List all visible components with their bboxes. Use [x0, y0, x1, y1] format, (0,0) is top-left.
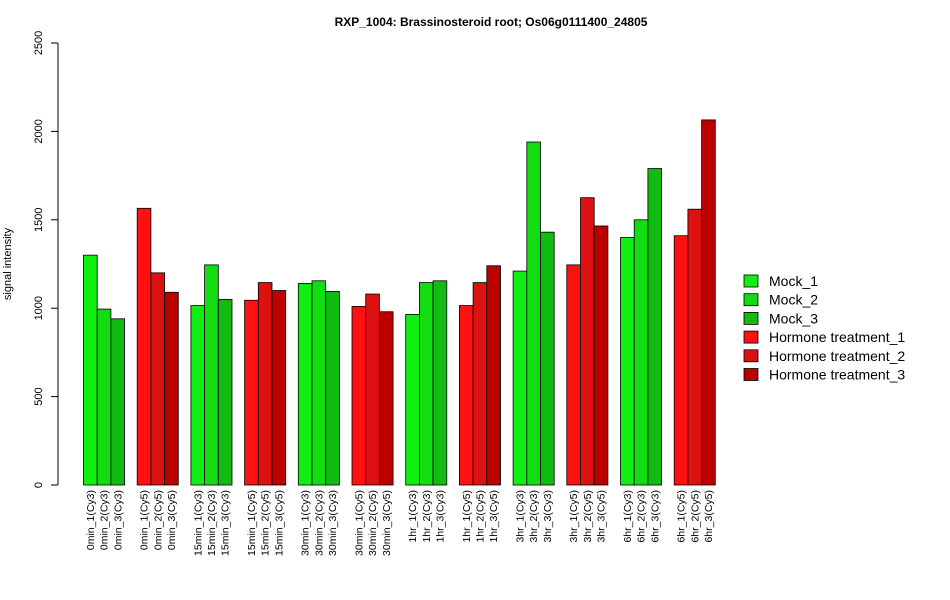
bar	[297, 283, 313, 486]
bar	[257, 282, 273, 486]
bar	[136, 207, 152, 486]
x-tick-label: 15min_1(Cy5)	[246, 490, 258, 556]
x-tick-label: 1hr_3(Cy5)	[488, 490, 500, 543]
chart-title: RXP_1004: Brassinosteroid root; Os06g011…	[335, 15, 648, 29]
x-tick-label: 0min_3(Cy5)	[166, 490, 178, 550]
legend-label: Mock_1	[769, 273, 818, 289]
x-tick-label: 6hr_2(Cy3)	[636, 490, 648, 543]
bar	[365, 293, 380, 486]
y-tick-label: 0	[33, 482, 45, 488]
legend-swatch	[743, 274, 759, 288]
bar	[620, 237, 635, 486]
x-tick-label: 3hr_1(Cy3)	[514, 490, 526, 543]
legend-label: Mock_2	[769, 292, 818, 308]
x-tick-label: 3hr_2(Cy3)	[528, 490, 540, 543]
y-tick-label: 1000	[33, 296, 45, 320]
x-tick-label: 15min_1(Cy3)	[192, 490, 204, 556]
y-tick-label: 1500	[33, 208, 45, 232]
bar	[96, 308, 112, 486]
legend: Mock_1 Mock_2 Mock_3 Hormone treatment_1 Hor…	[743, 273, 905, 383]
x-tick-label: 1hr_2(Cy5)	[474, 490, 486, 543]
bar	[633, 219, 649, 486]
x-tick-label: 15min_2(Cy5)	[260, 490, 272, 556]
legend-label: Mock_3	[769, 310, 818, 326]
x-tick-label: 1hr_2(Cy3)	[421, 490, 433, 543]
x-tick-label: 15min_2(Cy3)	[206, 490, 218, 556]
x-tick-label: 30min_1(Cy3)	[300, 490, 312, 556]
x-tick-label: 15min_3(Cy3)	[220, 490, 232, 556]
legend-swatch	[743, 368, 759, 381]
bar	[405, 313, 420, 486]
legend-swatch	[743, 293, 759, 307]
x-tick-label: 1hr_1(Cy3)	[407, 490, 419, 543]
bar	[83, 254, 98, 486]
bar	[647, 168, 663, 486]
bar	[378, 311, 394, 486]
x-tick-label: 6hr_3(Cy3)	[649, 490, 661, 543]
x-tick-label: 0min_3(Cy3)	[112, 490, 124, 550]
bar	[325, 291, 340, 486]
x-tick-label: 30min_2(Cy5)	[367, 490, 379, 556]
y-tick-label: 2000	[33, 119, 45, 143]
legend-label: Hormone treatment_2	[769, 348, 905, 364]
x-tick-label: 1hr_3(Cy3)	[434, 490, 446, 543]
bar	[593, 225, 609, 486]
bar	[351, 306, 367, 486]
bar	[244, 299, 259, 486]
x-tick-label: 30min_2(Cy3)	[313, 490, 325, 556]
x-tick-label: 0min_2(Cy3)	[99, 490, 111, 550]
bar	[512, 270, 528, 486]
bar	[566, 264, 581, 486]
x-tick-label: 15min_3(Cy5)	[273, 490, 285, 556]
legend-swatch	[743, 349, 759, 363]
x-tick-label: 0min_1(Cy5)	[139, 490, 151, 550]
x-tick-label: 3hr_3(Cy3)	[542, 490, 554, 543]
bar	[526, 141, 541, 486]
legend-swatch	[743, 330, 759, 344]
x-tick-label: 30min_3(Cy3)	[327, 490, 339, 556]
x-tick-label: 6hr_3(Cy5)	[703, 490, 715, 543]
y-tick-label: 500	[33, 387, 45, 405]
bar	[418, 282, 434, 486]
bar	[432, 280, 448, 486]
y-axis-label: signal intensity	[2, 227, 14, 300]
bar	[164, 291, 179, 486]
legend-label: Hormone treatment_3	[769, 367, 905, 383]
bar	[472, 282, 488, 486]
bar	[311, 280, 327, 486]
bar	[217, 298, 233, 486]
x-tick-labels: 0min_1(Cy3) 0min_2(Cy3) 0min_3(Cy3) 0min_1(…	[85, 490, 715, 556]
bar	[190, 305, 205, 486]
y-tick-label: 2500	[33, 31, 45, 55]
x-tick-label: 30min_3(Cy5)	[381, 490, 393, 556]
bar	[580, 197, 595, 486]
bar	[540, 231, 555, 486]
x-tick-label: 6hr_2(Cy5)	[689, 490, 701, 543]
x-tick-label: 1hr_1(Cy5)	[461, 490, 473, 543]
x-tick-label: 0min_2(Cy5)	[152, 490, 164, 550]
bar	[486, 265, 501, 486]
x-tick-label: 6hr_1(Cy3)	[622, 490, 634, 543]
bar	[701, 119, 716, 486]
x-tick-label: 3hr_1(Cy5)	[568, 490, 580, 543]
bar	[204, 264, 219, 486]
bar	[673, 235, 689, 486]
bar	[458, 305, 474, 486]
legend-label: Hormone treatment_1	[769, 329, 905, 345]
bar	[110, 318, 126, 486]
x-tick-label: 0min_1(Cy3)	[85, 490, 97, 550]
bars	[83, 119, 716, 486]
x-tick-label: 3hr_3(Cy5)	[596, 490, 608, 543]
bar	[687, 208, 703, 486]
x-tick-label: 3hr_2(Cy5)	[582, 490, 594, 543]
bar	[271, 290, 287, 486]
legend-swatch	[743, 311, 759, 325]
x-tick-label: 30min_1(Cy5)	[353, 490, 365, 556]
bar	[150, 272, 165, 486]
y-axis-ticks: 0 500 1000 1500 2000 2500	[33, 31, 58, 488]
x-tick-label: 6hr_1(Cy5)	[676, 490, 688, 543]
